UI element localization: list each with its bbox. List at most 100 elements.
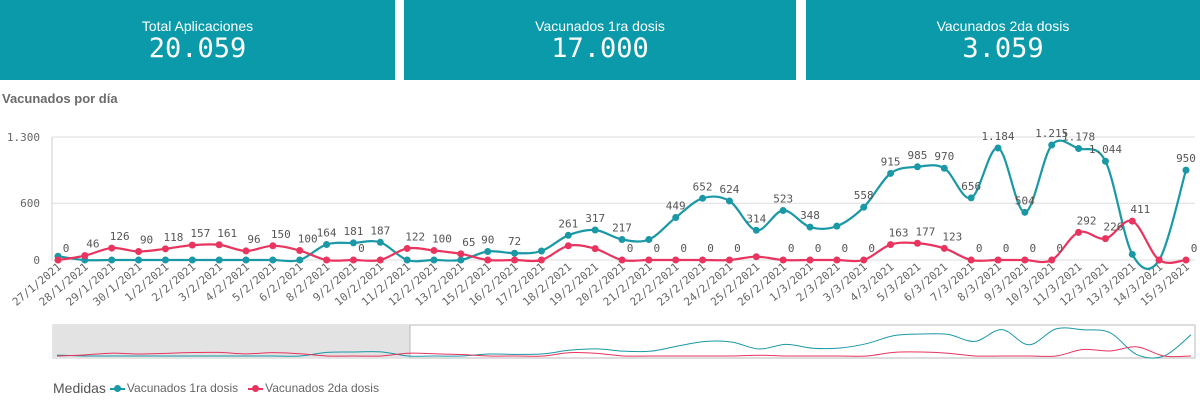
data-point: [860, 203, 868, 211]
data-point: [1101, 235, 1109, 243]
kpi-value: 3.059: [962, 33, 1044, 64]
data-label: 90: [481, 233, 494, 246]
legend-item-series1[interactable]: Vacunados 1ra dosis: [126, 381, 239, 395]
data-label: 317: [585, 212, 605, 225]
data-label: 0: [788, 242, 795, 255]
data-point: [860, 256, 868, 264]
data-point: [81, 252, 89, 260]
data-point: [699, 194, 707, 202]
legend-item-series2[interactable]: Vacunados 2da dosis: [265, 381, 379, 395]
data-label: 150: [271, 228, 291, 241]
data-label: 0: [358, 242, 365, 255]
data-point: [135, 247, 143, 255]
legend-marker-series1: [109, 384, 125, 392]
data-point: [457, 250, 465, 258]
y-tick-label: 1.300: [7, 131, 40, 144]
data-point: [564, 231, 572, 239]
data-label: 0: [63, 242, 70, 255]
data-point: [511, 249, 519, 257]
kpi-value: 20.059: [148, 33, 247, 64]
data-point: [484, 256, 492, 264]
data-point: [913, 239, 921, 247]
data-label: 181: [343, 225, 363, 238]
data-point: [537, 256, 545, 264]
data-label: 0: [815, 242, 822, 255]
data-label: 915: [881, 155, 901, 168]
data-point: [242, 256, 250, 264]
data-point: [188, 241, 196, 249]
data-label: 163: [889, 227, 909, 240]
data-label: 411: [1130, 203, 1150, 216]
data-point: [242, 247, 250, 255]
data-point: [1155, 256, 1163, 264]
data-label: 46: [86, 238, 99, 251]
data-point: [833, 256, 841, 264]
data-point: [403, 256, 411, 264]
data-point: [403, 244, 411, 252]
data-point: [645, 235, 653, 243]
data-point: [1075, 145, 1083, 153]
data-point: [1182, 166, 1190, 174]
data-label: 177: [915, 225, 935, 238]
data-point: [430, 256, 438, 264]
data-point: [349, 239, 357, 247]
kpi-title: Total Aplicaciones: [141, 18, 254, 34]
data-label: 504: [1015, 194, 1035, 207]
data-point: [618, 256, 626, 264]
data-label: 226: [1103, 221, 1123, 234]
data-label: 970: [934, 150, 954, 163]
data-label: 523: [773, 193, 793, 206]
chart-title: Vacunados por día: [2, 91, 118, 106]
kpi-total-aplicaciones: Total Aplicaciones 20.059: [0, 0, 395, 80]
data-label: 0: [1191, 242, 1198, 255]
data-point: [591, 245, 599, 253]
data-label: 449: [666, 200, 686, 213]
data-label: 122: [405, 230, 425, 243]
data-point: [457, 256, 465, 264]
data-label: 0: [627, 242, 634, 255]
data-point: [725, 256, 733, 264]
data-point: [161, 245, 169, 253]
data-point: [54, 256, 62, 264]
data-point: [484, 247, 492, 255]
data-point: [699, 256, 707, 264]
data-label: 1.044: [1089, 143, 1122, 156]
data-label: 161: [217, 227, 237, 240]
data-label: 1.178: [1062, 131, 1095, 144]
data-label: 558: [854, 189, 874, 202]
navigator-line-1: [56, 327, 1192, 359]
data-point: [1021, 256, 1029, 264]
data-point: [108, 244, 116, 252]
data-point: [752, 253, 760, 261]
data-point: [376, 256, 384, 264]
data-point: [1048, 141, 1056, 149]
data-point: [806, 223, 814, 231]
data-label: 950: [1176, 152, 1196, 165]
data-point: [940, 244, 948, 252]
data-label: 187: [370, 224, 390, 237]
data-label: 0: [1030, 242, 1037, 255]
data-point: [1182, 256, 1190, 264]
data-label: 0: [680, 242, 687, 255]
data-label: 65: [462, 236, 475, 249]
y-tick-label: 600: [20, 197, 40, 210]
data-label: 0: [842, 242, 849, 255]
data-point: [1021, 208, 1029, 216]
data-label: 314: [746, 212, 766, 225]
data-label: 0: [1003, 242, 1010, 255]
data-point: [752, 226, 760, 234]
data-point: [269, 256, 277, 264]
data-point: [994, 144, 1002, 152]
data-point: [296, 247, 304, 255]
legend-marker-series2: [248, 384, 264, 392]
data-point: [430, 247, 438, 255]
data-label: 0: [976, 242, 983, 255]
data-point: [887, 241, 895, 249]
data-label: 0: [868, 242, 875, 255]
data-point: [349, 256, 357, 264]
data-point: [269, 242, 277, 250]
data-point: [1101, 157, 1109, 165]
navigator-line-2: [56, 346, 1192, 358]
data-point: [1075, 228, 1083, 236]
